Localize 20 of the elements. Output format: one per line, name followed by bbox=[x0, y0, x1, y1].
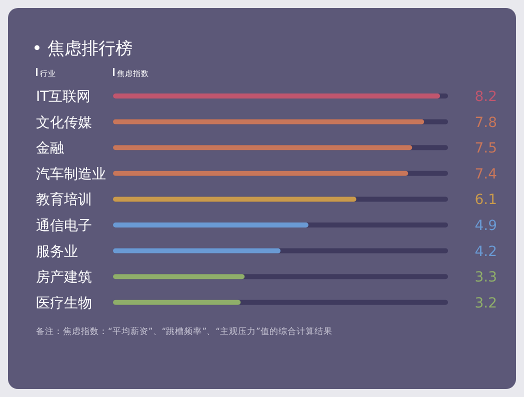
text: 备注：焦虑指数：“平均薪资”、“跳槽频率”、“主观压力”值的综合计算结果 bbox=[36, 326, 332, 337]
y-tick-label: IT互联网 bbox=[36, 89, 91, 105]
y-tick-label: 医疗生物 bbox=[36, 295, 92, 312]
data-label: 7.4 bbox=[474, 166, 498, 182]
y-tick-label: 汽车制造业 bbox=[36, 166, 106, 182]
y-tick-label: 教育培训 bbox=[36, 191, 92, 208]
data-label: 7.8 bbox=[474, 114, 497, 131]
data-label: 4.9 bbox=[474, 218, 497, 234]
y-tick-label: 服务业 bbox=[36, 244, 78, 260]
y-tick-label: 通信电子 bbox=[36, 218, 92, 234]
chart-title: • 焦虑排行榜 bbox=[32, 39, 132, 59]
data-label: 7.5 bbox=[474, 140, 497, 157]
y-tick-label: 文化传媒 bbox=[36, 114, 92, 131]
data-label: 3.2 bbox=[474, 295, 497, 312]
y-tick-label: 金融 bbox=[36, 140, 64, 157]
data-label: 8.2 bbox=[474, 89, 497, 105]
data-label: 3.3 bbox=[474, 270, 497, 286]
y-tick-label: 房产建筑 bbox=[36, 270, 92, 286]
data-label: 4.2 bbox=[474, 244, 497, 260]
data-label: 6.1 bbox=[474, 192, 497, 208]
